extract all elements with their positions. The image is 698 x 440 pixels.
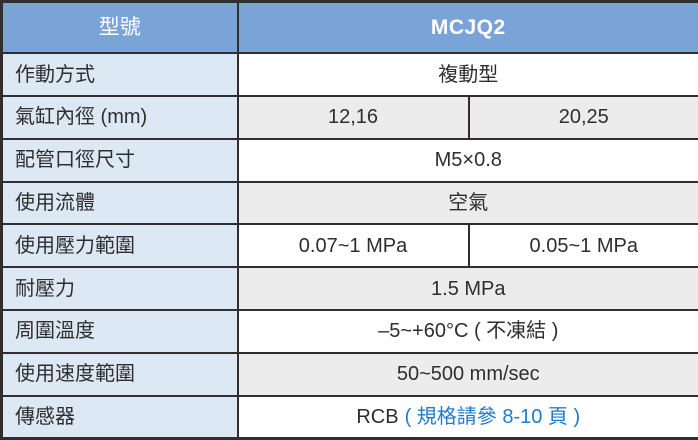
row-value: 50~500 mm/sec	[236, 351, 698, 397]
sensor-note: ( 規格請參 8-10 頁 )	[404, 405, 581, 428]
table-row-proof-pressure: 耐壓力 1.5 MPa	[0, 266, 698, 311]
model-header-value: MCJQ2	[236, 0, 698, 55]
row-label: 作動方式	[0, 52, 239, 97]
row-label: 耐壓力	[0, 266, 239, 311]
row-value: 0.05~1 MPa	[467, 223, 698, 269]
row-label: 使用壓力範圍	[0, 223, 239, 269]
row-label: 使用速度範圍	[0, 351, 239, 397]
row-label: 氣缸內徑 (mm)	[0, 94, 239, 140]
row-value: 0.07~1 MPa	[236, 223, 470, 269]
row-label: 傳感器	[0, 394, 239, 440]
row-value: –5~+60°C ( 不凍結 )	[236, 308, 698, 354]
table-row-bore: 氣缸內徑 (mm) 12,16 20,25	[0, 94, 698, 140]
model-header-label: 型號	[0, 0, 239, 55]
row-value: 複動型	[236, 52, 698, 97]
row-value: 空氣	[236, 180, 698, 226]
table-row-pressure-range: 使用壓力範圍 0.07~1 MPa 0.05~1 MPa	[0, 223, 698, 269]
row-value: 20,25	[467, 94, 698, 140]
table-row-speed-range: 使用速度範圍 50~500 mm/sec	[0, 351, 698, 397]
row-label: 使用流體	[0, 180, 239, 226]
table-row-ambient-temp: 周圍溫度 –5~+60°C ( 不凍結 )	[0, 308, 698, 354]
header-row: 型號 MCJQ2	[0, 0, 698, 55]
row-value: RCB( 規格請參 8-10 頁 )	[236, 394, 698, 440]
row-value: 1.5 MPa	[236, 266, 698, 311]
table-row-actuation: 作動方式 複動型	[0, 52, 698, 97]
row-value: M5×0.8	[236, 137, 698, 183]
table-row-fluid: 使用流體 空氣	[0, 180, 698, 226]
table-row-port-size: 配管口徑尺寸 M5×0.8	[0, 137, 698, 183]
row-value: 12,16	[236, 94, 470, 140]
sensor-value: RCB	[356, 405, 399, 428]
row-label: 配管口徑尺寸	[0, 137, 239, 183]
table-row-sensor: 傳感器 RCB( 規格請參 8-10 頁 )	[0, 394, 698, 440]
row-label: 周圍溫度	[0, 308, 239, 354]
